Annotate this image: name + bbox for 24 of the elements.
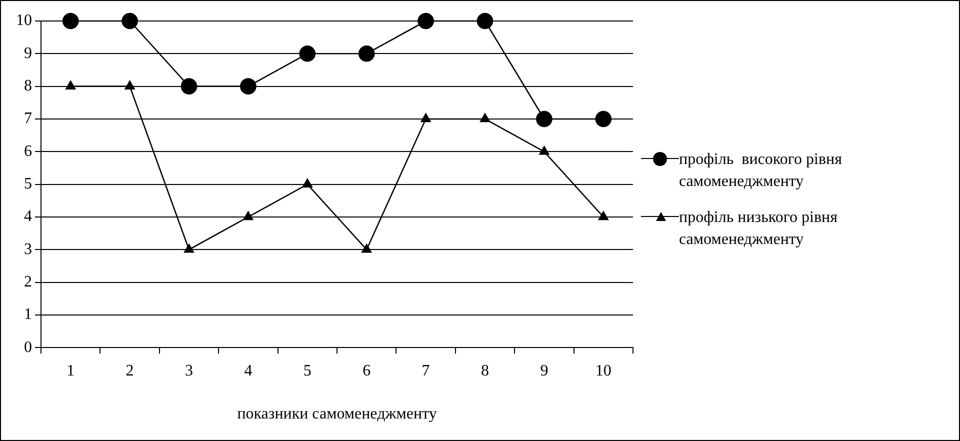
- x-tick-label: 1: [66, 362, 75, 380]
- legend-label: профіль високого рівня самоменеджменту: [679, 150, 843, 192]
- y-tick-label: 1: [24, 306, 32, 324]
- y-tick-label: 6: [24, 142, 32, 160]
- legend-label: профіль низького рівня самоменеджменту: [679, 208, 838, 250]
- x-tick-label: 4: [244, 362, 252, 380]
- x-tick-label: 8: [481, 362, 489, 380]
- y-tick-label: 7: [24, 110, 32, 128]
- y-tick-label: 0: [24, 338, 32, 356]
- y-tick-label: 3: [24, 240, 32, 258]
- x-axis-title: показники самоменеджменту: [237, 406, 437, 423]
- y-tick-label: 8: [24, 78, 32, 95]
- x-tick-label: 7: [422, 362, 430, 380]
- x-tick-label: 9: [540, 362, 548, 380]
- x-tick-label: 5: [303, 362, 312, 380]
- y-tick-label: 5: [24, 176, 32, 193]
- y-tick-label: 2: [24, 273, 32, 290]
- x-tick-label: 3: [185, 362, 193, 380]
- y-tick-label: 4: [24, 208, 32, 226]
- x-tick-label: 2: [126, 362, 134, 380]
- x-tick-label: 10: [595, 362, 612, 380]
- y-tick-label: 10: [16, 12, 32, 30]
- x-tick-label: 6: [362, 362, 371, 380]
- y-tick-label: 9: [24, 44, 32, 62]
